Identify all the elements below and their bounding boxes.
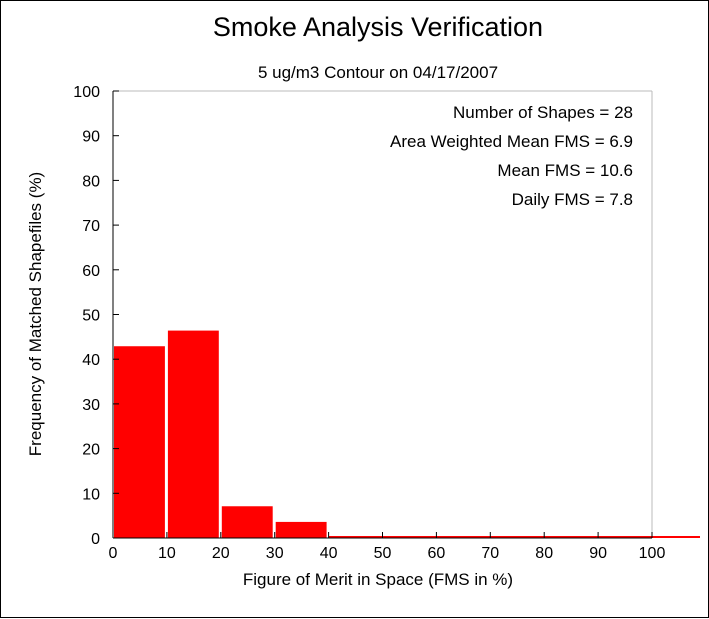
bar-20-30	[221, 506, 273, 538]
stat-annotation: Number of Shapes = 28	[453, 103, 633, 122]
x-tick-label: 30	[266, 545, 284, 562]
y-tick-label: 30	[82, 397, 100, 414]
tick-labels: 0 10 20 30 40 50 60 70 80 90 100 0 10 20 30 40 50 60 70 80 9…	[73, 84, 665, 562]
y-tick-label: 20	[82, 442, 100, 459]
x-tick-label: 10	[158, 545, 176, 562]
x-tick-label: 50	[374, 545, 392, 562]
stat-annotation: Mean FMS = 10.6	[497, 161, 633, 180]
y-tick-label: 90	[82, 129, 100, 146]
plot-area	[113, 90, 653, 538]
x-axis-label: Figure of Merit in Space (FMS in %)	[243, 570, 513, 589]
y-tick-label: 0	[91, 531, 100, 548]
x-tick-label: 60	[428, 545, 446, 562]
x-tick-label: 100	[639, 545, 666, 562]
y-tick-label: 100	[73, 84, 100, 101]
bar-30-40	[275, 521, 327, 538]
bars	[114, 330, 700, 538]
y-tick-label: 10	[82, 486, 100, 503]
y-tick-label: 50	[82, 308, 100, 325]
bar-0-10	[114, 346, 165, 538]
y-tick-label: 70	[82, 218, 100, 235]
y-tick-label: 60	[82, 263, 100, 280]
x-tick-label: 80	[535, 545, 553, 562]
chart-title: Smoke Analysis Verification	[213, 12, 543, 42]
x-tick-label: 20	[212, 545, 230, 562]
stats-annotations: Number of Shapes = 28 Area Weighted Mean …	[390, 103, 633, 209]
x-tick-label: 70	[481, 545, 499, 562]
x-tick-label: 40	[320, 545, 338, 562]
axes	[112, 90, 653, 539]
x-tick-label: 90	[589, 545, 607, 562]
stat-annotation: Daily FMS = 7.8	[512, 190, 633, 209]
y-tick-label: 80	[82, 173, 100, 190]
y-tick-label: 40	[82, 352, 100, 369]
bar-10-20	[167, 330, 219, 538]
chart-subtitle: 5 ug/m3 Contour on 04/17/2007	[258, 63, 498, 82]
x-tick-label: 0	[109, 545, 118, 562]
stat-annotation: Area Weighted Mean FMS = 6.9	[390, 132, 633, 151]
y-axis-label: Frequency of Matched Shapefiles (%)	[26, 172, 45, 456]
